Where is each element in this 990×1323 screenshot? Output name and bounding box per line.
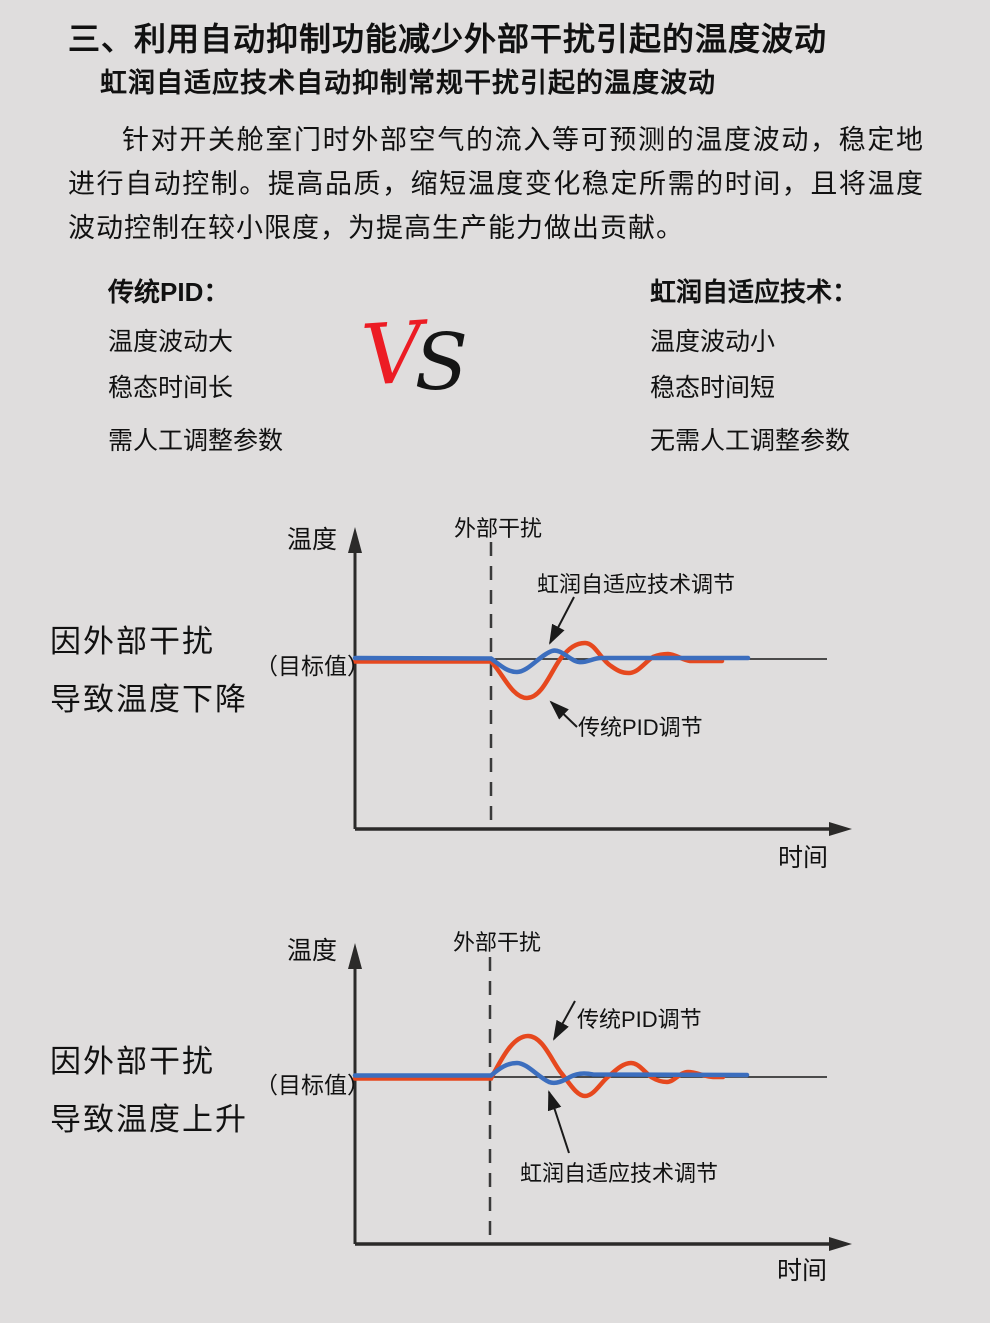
chart1-x-axis-label: 时间 [778, 844, 829, 872]
chart1-pid-series-label: 传统PID调节 [578, 715, 703, 740]
intro-paragraph: 针对开关舱室门时外部空气的流入等可预测的温度波动，稳定地进行自动控制。提高品质，… [68, 125, 924, 243]
chart2-caption-line1: 因外部干扰 [50, 1044, 215, 1079]
y-axis-arrowhead-icon [348, 527, 362, 553]
adaptive-column-item: 无需人工调整参数 [650, 427, 851, 455]
chart1-target-label: （目标值） [255, 653, 370, 679]
pid-curve [352, 1033, 726, 1099]
pid-column-item: 需人工调整参数 [108, 427, 284, 455]
chart2-y-axis-label: 温度 [287, 937, 338, 965]
chart2-adaptive-series-label: 虹润自适应技术调节 [520, 1161, 719, 1186]
adaptive-curve [352, 648, 751, 675]
pid-column-heading: 传统PID： [108, 277, 230, 307]
x-axis-arrowhead-icon [829, 822, 852, 836]
pid-curve [352, 640, 725, 701]
x-axis-arrowhead-icon [829, 1237, 852, 1251]
chart1-caption-line1: 因外部干扰 [50, 624, 215, 659]
chart2-x-axis-label: 时间 [777, 1257, 828, 1285]
chart1-disturbance-label: 外部干扰 [454, 516, 543, 541]
vs-letter-s: S [414, 318, 469, 408]
page-title: 三、利用自动抑制功能减少外部干扰引起的温度波动 [68, 21, 828, 57]
pid-annotation-arrow-icon [553, 1000, 576, 1041]
adaptive-column-item: 温度波动小 [650, 328, 776, 356]
chart1-caption-line2: 导致温度下降 [50, 682, 248, 717]
adaptive-annotation-arrow-icon [549, 596, 575, 645]
pid-column-item: 温度波动大 [108, 328, 234, 356]
adaptive-annotation-arrow-icon [547, 1090, 570, 1154]
page-subtitle: 虹润自适应技术自动抑制常规干扰引起的温度波动 [100, 68, 716, 98]
pid-annotation-arrow-icon [549, 700, 578, 728]
chart2-caption-line2: 导致温度上升 [50, 1102, 248, 1137]
chart1-y-axis-label: 温度 [287, 526, 338, 554]
y-axis-arrowhead-icon [348, 943, 362, 969]
pid-column-item: 稳态时间长 [108, 374, 234, 402]
chart2-target-label: （目标值） [255, 1072, 370, 1098]
vs-mark: VS [359, 303, 468, 405]
chart2-disturbance-label: 外部干扰 [453, 930, 542, 955]
chart2-pid-series-label: 传统PID调节 [577, 1007, 702, 1032]
adaptive-column-item: 稳态时间短 [650, 374, 776, 402]
adaptive-curve [352, 1060, 750, 1086]
chart-temperature-rise-canvas [348, 943, 852, 1251]
adaptive-column-heading: 虹润自适应技术： [650, 277, 859, 307]
chart-temperature-drop-canvas [348, 527, 852, 836]
chart1-adaptive-series-label: 虹润自适应技术调节 [537, 572, 736, 597]
